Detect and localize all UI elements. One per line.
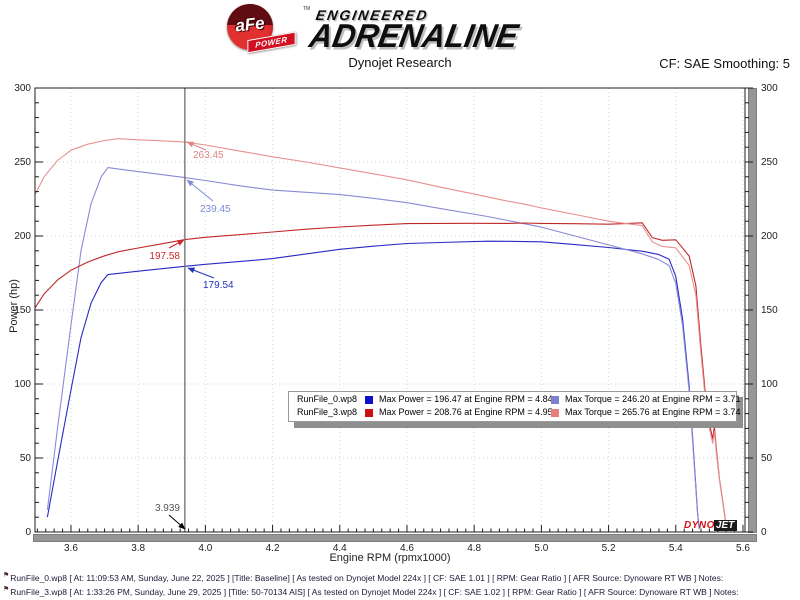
- afe-logo-text: aFe: [234, 13, 266, 36]
- x-tick-label: 4.8: [467, 543, 482, 554]
- curve-runfile-3-torque-ft-lbs-: [34, 138, 727, 528]
- y-tick-label-power: 200: [14, 231, 31, 242]
- y-tick-label-torque: 0: [761, 527, 767, 538]
- dynojet-watermark-jet: JET: [713, 520, 738, 531]
- torque-color-swatch: [551, 409, 559, 417]
- run-info-text: RunFile_3.wp8 [ At: 1:33:26 PM, Sunday, …: [10, 587, 739, 597]
- y-tick-label-power: 300: [14, 83, 31, 94]
- y-tick-label-power: 250: [14, 157, 31, 168]
- y-tick-label-torque: 100: [761, 379, 778, 390]
- x-tick-label: 5.6: [736, 543, 750, 554]
- x-axis-title: Engine RPM (rpmx1000): [329, 552, 451, 564]
- power-color-swatch: [365, 396, 373, 404]
- curve-runfile-0-power-hp-: [46, 240, 700, 529]
- dynojet-watermark: DYNOJET: [684, 520, 738, 531]
- y-tick-label-torque: 150: [761, 305, 778, 316]
- annotation-arrow: [187, 267, 215, 279]
- annotation-arrow: [186, 179, 214, 202]
- y-tick-label-torque: 50: [761, 453, 773, 464]
- y-tick-label-torque: 200: [761, 231, 778, 242]
- x-tick-label: 5.4: [668, 543, 683, 554]
- annotation-value-label: 179.54: [203, 280, 234, 291]
- run-info-line: ⚑RunFile_3.wp8 [ At: 1:33:26 PM, Sunday,…: [3, 585, 798, 597]
- x-tick-label: 3.6: [64, 543, 78, 554]
- curve-runfile-3-power-hp-: [34, 222, 727, 528]
- y-tick-label-power: 100: [14, 379, 31, 390]
- chart-title: Dynojet Research: [348, 55, 452, 70]
- x-tick-label: 4.4: [332, 543, 347, 554]
- max-power-label: Max Power = 208.76 at Engine RPM = 4.95: [379, 407, 553, 417]
- horizontal-scrollbar[interactable]: [33, 534, 757, 542]
- run-info-line: ⚑RunFile_0.wp8 [ At: 11:09:53 AM, Sunday…: [3, 571, 798, 583]
- y-tick-label-torque: 300: [761, 83, 778, 94]
- x-tick-label: 4.2: [265, 543, 280, 554]
- x-tick-label: 3.8: [131, 543, 146, 554]
- y-tick-label-power: 0: [25, 527, 31, 538]
- vertical-scrollbar[interactable]: [748, 88, 757, 533]
- x-tick-label: 5.2: [601, 543, 616, 554]
- annotation-arrow: [186, 141, 207, 151]
- brand-adrenaline-text: ADRENALINE: [306, 17, 522, 54]
- x-tick-label: 4.6: [400, 543, 414, 554]
- annotation-arrow: [168, 514, 186, 530]
- smoothing-setting-label: CF: SAE Smoothing: 5: [659, 56, 790, 71]
- plot-border: [34, 87, 746, 533]
- annotation-value-label: 263.45: [193, 150, 224, 161]
- legend-row-runfile3: RunFile_3.wp8 Max Power = 208.76 at Engi…: [289, 406, 740, 419]
- power-color-swatch: [365, 409, 373, 417]
- y-tick-label-power: 50: [19, 453, 31, 464]
- x-tick-label: 5.0: [534, 543, 549, 554]
- max-torque-label: Max Torque = 265.76 at Engine RPM = 3.74: [565, 407, 741, 417]
- annotation-value-label: 197.58: [149, 251, 180, 262]
- max-power-label: Max Power = 196.47 at Engine RPM = 4.84: [379, 394, 553, 404]
- y-tick-label-power: 150: [14, 305, 31, 316]
- torque-color-swatch: [551, 396, 559, 404]
- legend-run-name: RunFile_0.wp8: [297, 394, 358, 404]
- run-marker-icon: ⚑: [3, 586, 10, 593]
- annotation-arrow: [168, 239, 185, 249]
- legend-run-name: RunFile_3.wp8: [297, 407, 358, 417]
- run-marker-icon: ⚑: [3, 572, 10, 579]
- max-torque-label: Max Torque = 246.20 at Engine RPM = 3.71: [565, 394, 741, 404]
- annotation-value-label: 239.45: [200, 204, 231, 215]
- afe-logo-turbine: [227, 4, 273, 26]
- legend-row-runfile0: RunFile_0.wp8 Max Power = 196.47 at Engi…: [289, 393, 740, 406]
- dynojet-watermark-dyno: DYNO: [684, 520, 715, 531]
- trademark-symbol: TM: [303, 6, 311, 12]
- y-tick-label-torque: 250: [761, 157, 778, 168]
- annotation-value-label: 3.939: [155, 503, 180, 514]
- legend-box[interactable]: RunFile_0.wp8 Max Power = 196.47 at Engi…: [288, 391, 740, 422]
- x-tick-label: 4.0: [198, 543, 213, 554]
- curve-runfile-0-torque-ft-lbs-: [46, 167, 700, 530]
- run-info-text: RunFile_0.wp8 [ At: 11:09:53 AM, Sunday,…: [10, 573, 724, 583]
